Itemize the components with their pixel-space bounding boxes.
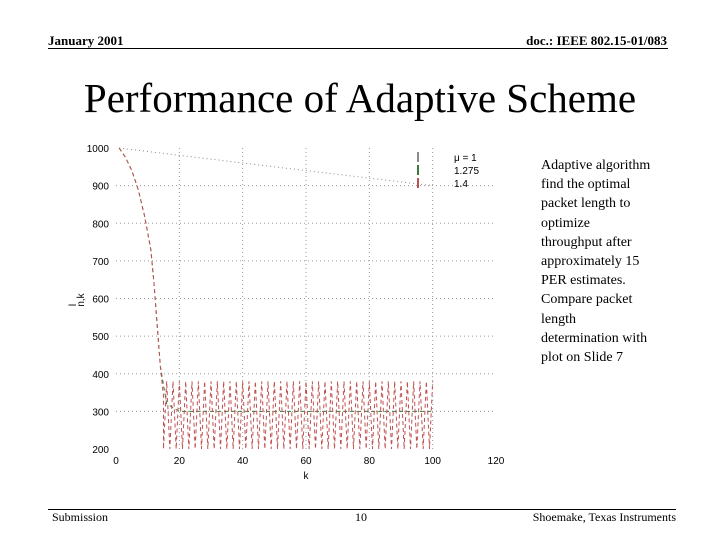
x-tick-label: 40	[237, 456, 249, 467]
y-tick-label: 200	[92, 445, 109, 456]
chart-series	[118, 147, 434, 450]
slide-title: Performance of Adaptive Scheme	[83, 75, 637, 121]
x-tick-label: 120	[488, 456, 505, 467]
legend-entry-2: 1.275	[454, 166, 479, 177]
series-line-3	[118, 147, 434, 450]
y-axis-label: l	[68, 304, 79, 306]
y-tick-label: 500	[92, 332, 109, 343]
chart-legend: μ = 1 1.275 1.4	[417, 152, 479, 190]
y-tick-label: 1000	[87, 144, 110, 155]
footer-submission: Submission	[52, 510, 109, 524]
footer-author: Shoemake, Texas Instruments	[532, 510, 676, 524]
y-tick-label: 700	[92, 257, 109, 268]
side-description: Adaptive algorithm find the optimal pack…	[541, 158, 651, 366]
y-tick-label: 900	[92, 182, 109, 193]
x-tick-label: 80	[364, 456, 376, 467]
y-tick-label: 800	[92, 219, 109, 230]
series-line-1	[119, 147, 433, 187]
header-date: January 2001	[48, 33, 124, 48]
x-tick-label: 20	[174, 456, 186, 467]
header-doc-id: doc.: IEEE 802.15-01/083	[526, 33, 667, 48]
x-axis-label: k	[304, 471, 310, 482]
footer-page-number: 10	[355, 510, 367, 524]
header-rule	[48, 48, 668, 49]
legend-entry-1: μ = 1	[454, 153, 477, 164]
x-tick-label: 100	[424, 456, 441, 467]
footer-rule	[48, 509, 676, 510]
series-line-2	[118, 147, 433, 412]
y-tick-label: 600	[92, 295, 109, 306]
y-axis-label-subscript: n,k	[76, 292, 87, 306]
chart-axes: 0 20 40 60 80 100 120 200 300 400 500 600 700 800 900 1…	[68, 144, 505, 482]
chart-grid	[116, 148, 496, 449]
y-tick-label: 300	[92, 407, 109, 418]
x-tick-label: 0	[113, 456, 119, 467]
legend-entry-3: 1.4	[454, 179, 468, 190]
x-tick-label: 60	[300, 456, 312, 467]
y-tick-label: 400	[92, 370, 109, 381]
